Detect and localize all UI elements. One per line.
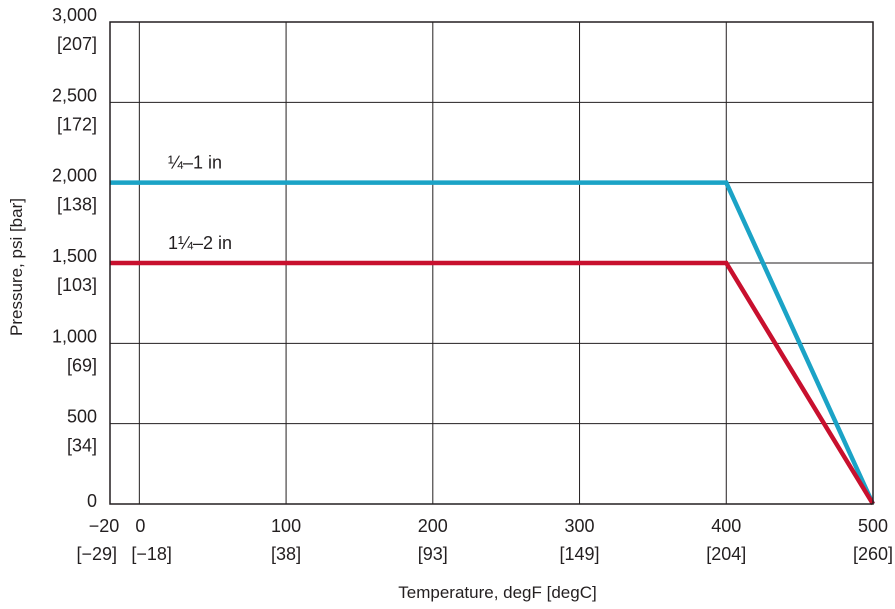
y-tick-label-bar: [34] [67, 436, 97, 456]
y-tick-label: 1,000 [52, 326, 97, 346]
series-label-2: 1¼–2 in [168, 233, 232, 253]
series-line-1 [110, 180, 876, 505]
y-tick-label-bar: [138] [57, 195, 97, 215]
x-tick-label: 100 [271, 516, 301, 536]
y-axis-title: Pressure, psi [bar] [7, 198, 26, 336]
y-tick-label-bar: [69] [67, 355, 97, 375]
y-tick-label: 0 [87, 491, 97, 511]
series-line-2 [110, 260, 875, 506]
series-labels: ¼–1 in 1¼–2 in [168, 153, 232, 253]
x-axis-title: Temperature, degF [degC] [398, 583, 596, 602]
y-tick-label: 3,000 [52, 5, 97, 25]
y-axis-ticks: 0 500 [34] 1,000 [69] 1,500 [103] 2,000 [138] 2,5… [52, 5, 97, 511]
y-tick-label-bar: [207] [57, 34, 97, 54]
y-tick-label: 500 [67, 407, 97, 427]
x-tick-label-degc: [93] [418, 544, 448, 564]
y-tick-label: 1,500 [52, 246, 97, 266]
series-lines [110, 180, 876, 506]
x-tick-label: 400 [711, 516, 741, 536]
y-tick-label-bar: [172] [57, 114, 97, 134]
x-tick-label: 500 [858, 516, 888, 536]
x-tick-label-degc: [204] [706, 544, 746, 564]
x-tick-label-degc: [−18] [131, 544, 172, 564]
x-axis-ticks: −20 [−29] 0 [−18] 100 [38] 200 [93] 300 [149] 400 [… [76, 516, 893, 564]
x-tick-label: 200 [418, 516, 448, 536]
x-tick-label-degc: [149] [560, 544, 600, 564]
plot-frame [109, 21, 874, 505]
x-tick-label: 0 [135, 516, 145, 536]
y-tick-label: 2,500 [52, 85, 97, 105]
y-tick-label: 2,000 [52, 166, 97, 186]
y-tick-label-bar: [103] [57, 275, 97, 295]
x-tick-label-degc: [38] [271, 544, 301, 564]
x-tick-label: 300 [565, 516, 595, 536]
x-tick-label-degc: [260] [853, 544, 893, 564]
series-label-1: ¼–1 in [168, 153, 222, 173]
x-tick-label-degc: [−29] [76, 544, 117, 564]
x-tick-label: −20 [89, 516, 120, 536]
